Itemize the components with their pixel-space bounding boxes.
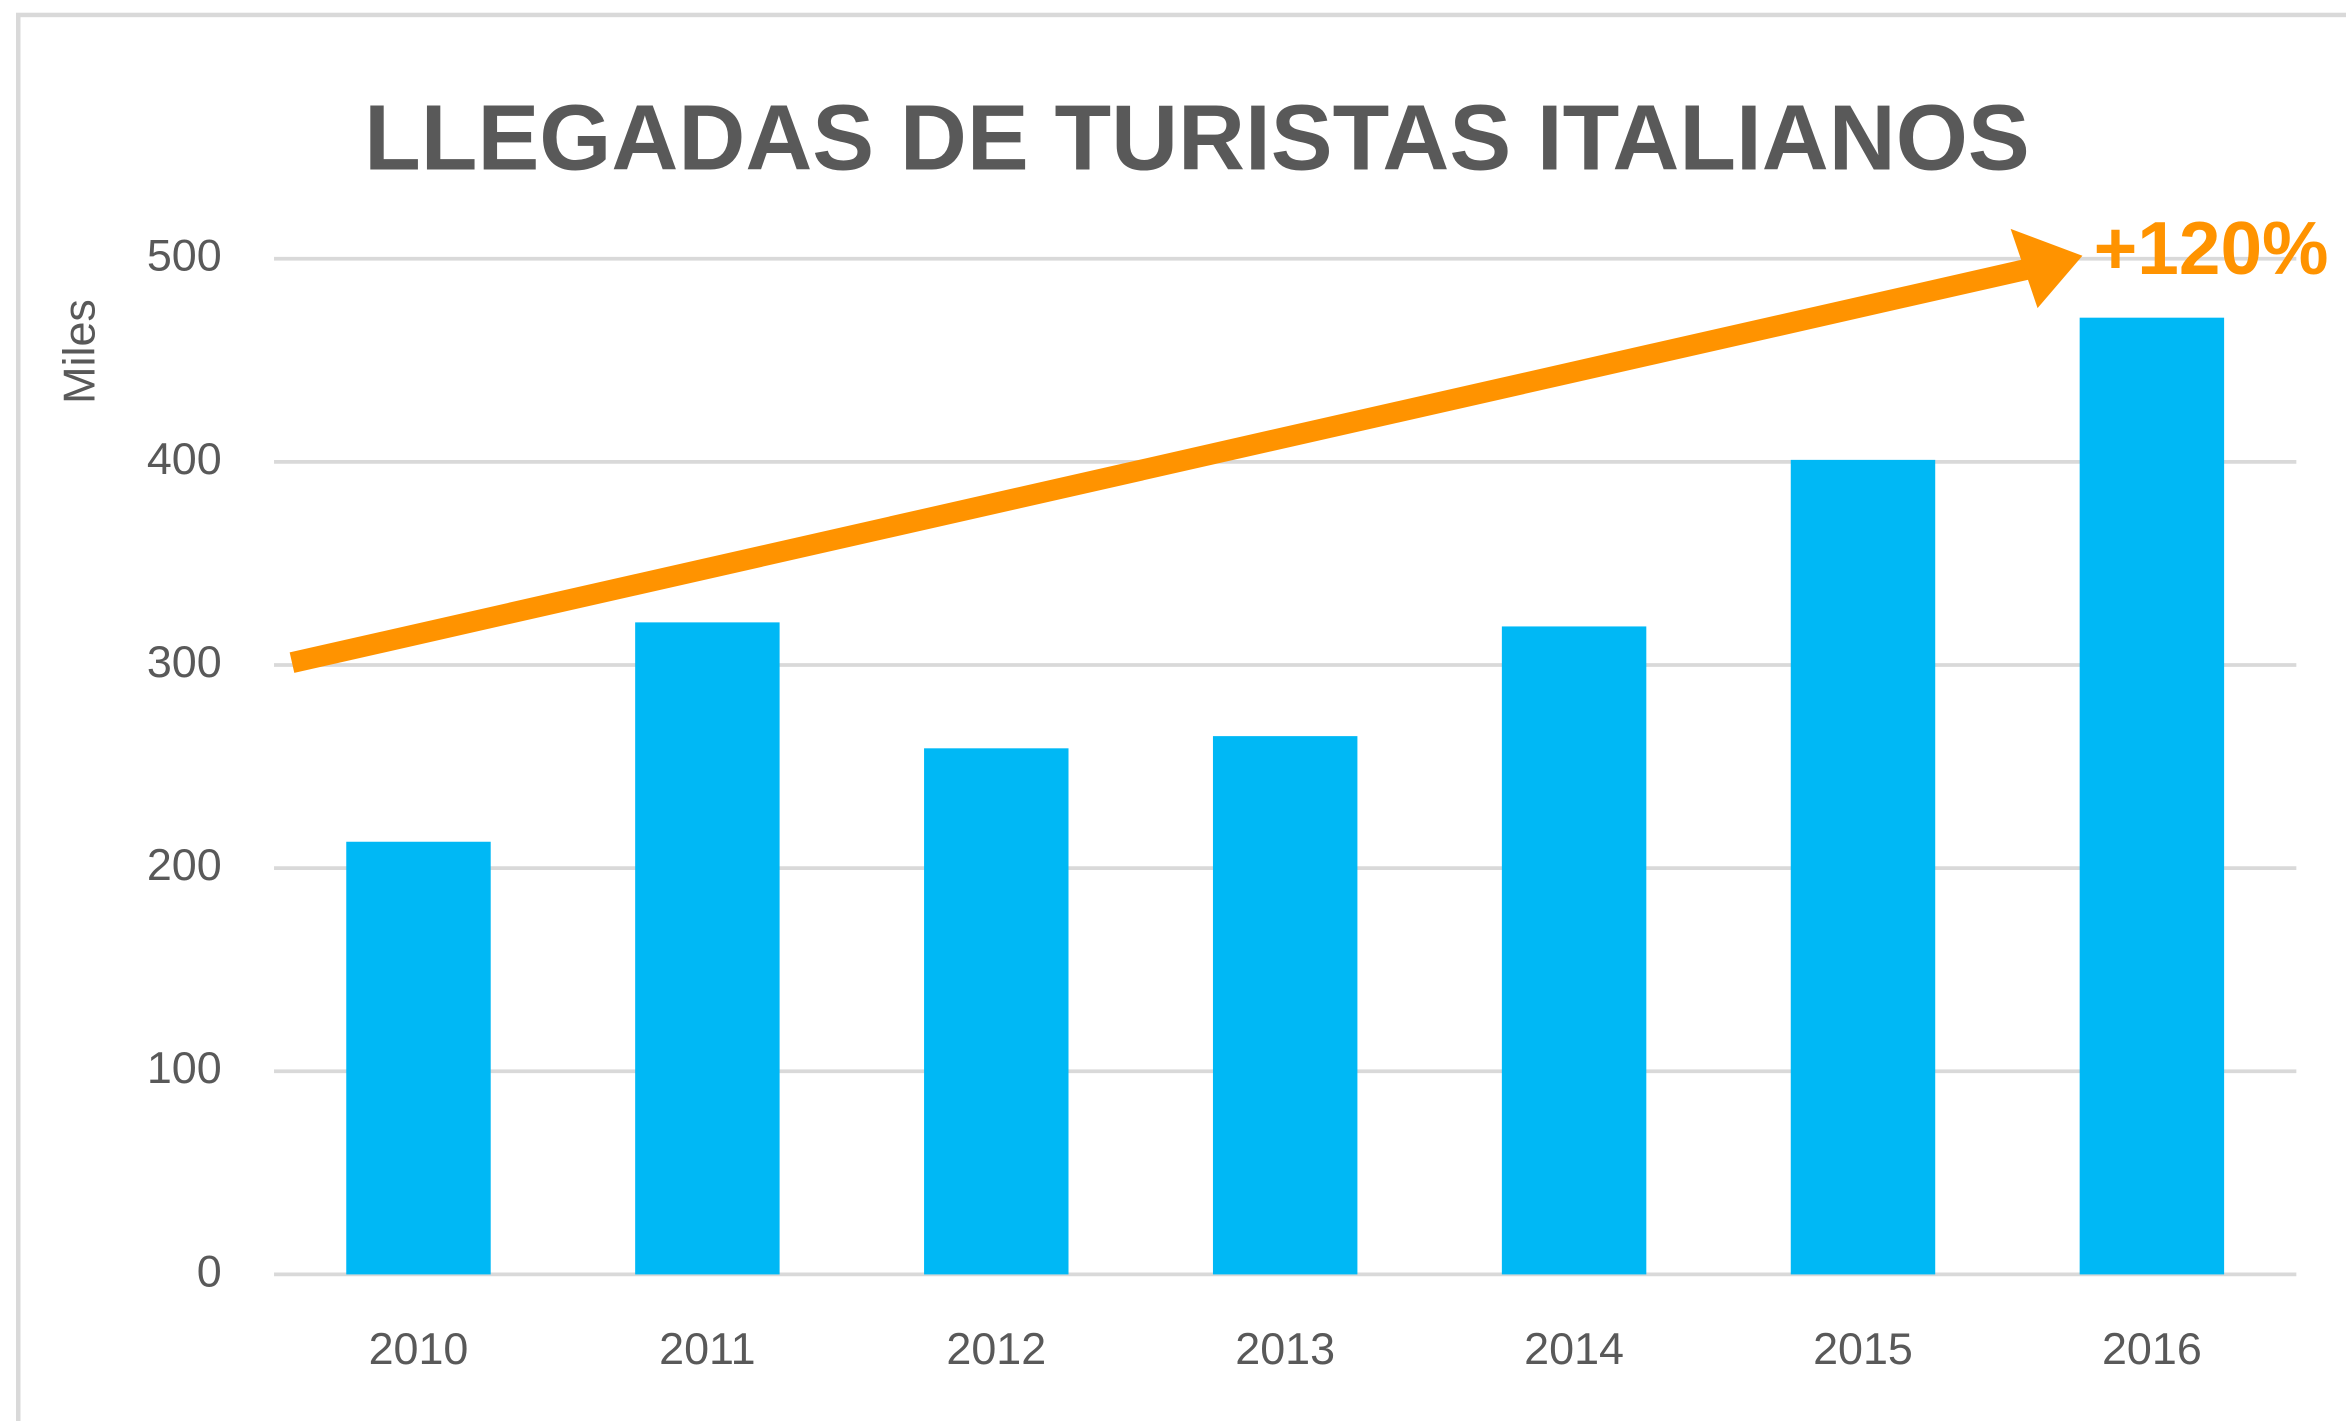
plot-area: 0 100 200 300 400 500 2010 2011 2012 2013 2014 2015…	[147, 230, 2297, 1374]
bar	[1212, 736, 1358, 1275]
bar	[2079, 317, 2225, 1275]
x-tick-label: 2011	[659, 1323, 755, 1374]
x-tick-label: 2014	[1524, 1323, 1624, 1374]
y-tick-label: 200	[147, 839, 222, 890]
y-tick-label: 100	[147, 1042, 222, 1093]
annotation: +120%	[2094, 206, 2329, 290]
x-tick-label: 2010	[369, 1323, 469, 1374]
y-tick-label: 300	[147, 636, 222, 687]
trend-arrow	[289, 259, 2030, 673]
y-axis-label: Miles	[53, 299, 104, 404]
y-tick-label: 400	[147, 433, 222, 484]
x-tick-label: 2012	[946, 1323, 1046, 1374]
x-tick-label: 2015	[1813, 1323, 1913, 1374]
arrow-head	[2010, 228, 2083, 309]
bar	[635, 622, 780, 1275]
y-tick-label: 0	[197, 1245, 222, 1296]
y-tick-label: 500	[147, 230, 222, 281]
annotation-layer: +120%	[289, 206, 2329, 673]
x-tick-label: 2013	[1235, 1323, 1335, 1374]
bar	[346, 841, 491, 1275]
bar	[924, 748, 1069, 1275]
chart-title: LLEGADAS DE TURISTAS ITALIANOS	[364, 86, 2030, 190]
bar	[1790, 459, 1936, 1275]
bar	[1501, 626, 1647, 1275]
x-tick-label: 2016	[2102, 1323, 2202, 1374]
